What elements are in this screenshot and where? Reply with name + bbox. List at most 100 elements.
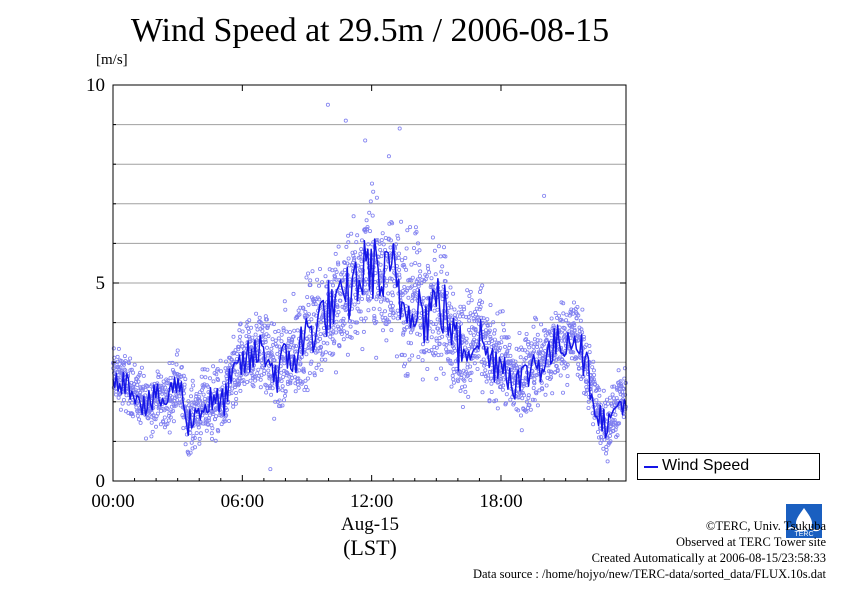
data-point (532, 377, 537, 382)
data-point (317, 266, 322, 271)
data-point (406, 340, 411, 345)
data-point (580, 330, 585, 335)
data-point (553, 310, 558, 315)
data-point (158, 422, 163, 427)
data-point (316, 283, 321, 288)
data-point (349, 262, 354, 267)
data-point (358, 254, 363, 259)
data-point (447, 301, 452, 306)
data-point (307, 334, 312, 339)
data-point (354, 240, 359, 245)
data-point (616, 368, 621, 373)
data-point (479, 315, 484, 320)
data-point (183, 377, 188, 382)
data-point (246, 329, 251, 334)
data-point (404, 267, 409, 272)
data-point (487, 328, 492, 333)
data-point (560, 319, 565, 324)
data-point (340, 270, 345, 275)
data-point (122, 354, 127, 359)
data-point (524, 399, 529, 404)
data-point (555, 367, 560, 372)
data-point (317, 297, 322, 302)
data-point (359, 238, 364, 243)
data-point (379, 238, 384, 243)
data-point (175, 348, 180, 353)
data-point (307, 345, 312, 350)
data-point (342, 275, 347, 280)
data-point (543, 392, 548, 397)
data-point (526, 395, 531, 400)
data-point (314, 365, 319, 370)
data-point (393, 242, 398, 247)
data-point (418, 269, 423, 274)
data-point (527, 403, 532, 408)
data-point (488, 323, 493, 328)
data-point (606, 401, 611, 406)
data-point (464, 336, 469, 341)
data-point (211, 379, 216, 384)
data-point (232, 385, 237, 390)
data-point (369, 181, 374, 186)
data-point (328, 334, 333, 339)
data-point (426, 266, 431, 271)
data-point (237, 376, 242, 381)
data-point (351, 214, 356, 219)
data-point (522, 393, 527, 398)
x-tick-label: 18:00 (479, 491, 522, 512)
data-point (216, 429, 221, 434)
data-point (430, 329, 435, 334)
footer-created: Created Automatically at 2006-08-15/23:5… (591, 551, 826, 565)
data-point (181, 426, 186, 431)
data-point (352, 302, 357, 307)
data-point (436, 330, 441, 335)
data-point (224, 407, 229, 412)
data-point (539, 380, 544, 385)
data-point (483, 368, 488, 373)
data-point (401, 332, 406, 337)
data-point (525, 350, 530, 355)
data-point (179, 364, 184, 369)
data-point (336, 244, 341, 249)
data-point (484, 379, 489, 384)
data-point (349, 231, 354, 236)
data-point (549, 375, 554, 380)
data-point (391, 311, 396, 316)
data-point (448, 313, 453, 318)
data-point (275, 351, 280, 356)
data-point (464, 340, 469, 345)
data-point (358, 274, 363, 279)
data-point (410, 353, 415, 358)
data-point (608, 433, 613, 438)
data-point (207, 376, 212, 381)
data-point (335, 260, 340, 265)
data-point (528, 407, 533, 412)
data-point (380, 231, 385, 236)
data-point (480, 300, 485, 305)
data-point (344, 330, 349, 335)
data-point (281, 398, 286, 403)
data-point (534, 391, 539, 396)
data-point (392, 279, 397, 284)
data-point (233, 390, 238, 395)
data-point (194, 391, 199, 396)
data-point (549, 333, 554, 338)
data-point (263, 314, 268, 319)
data-point (526, 393, 531, 398)
data-point (468, 378, 473, 383)
data-point (505, 349, 510, 354)
data-point (461, 335, 466, 340)
data-point (308, 361, 313, 366)
data-point (231, 404, 236, 409)
data-point (385, 298, 390, 303)
data-point (337, 344, 342, 349)
data-point (492, 328, 497, 333)
data-point (155, 411, 160, 416)
data-point (498, 309, 503, 314)
data-point (233, 401, 238, 406)
data-point (388, 300, 393, 305)
data-point (469, 298, 474, 303)
data-point (282, 393, 287, 398)
data-point (432, 257, 437, 262)
data-point (575, 304, 580, 309)
